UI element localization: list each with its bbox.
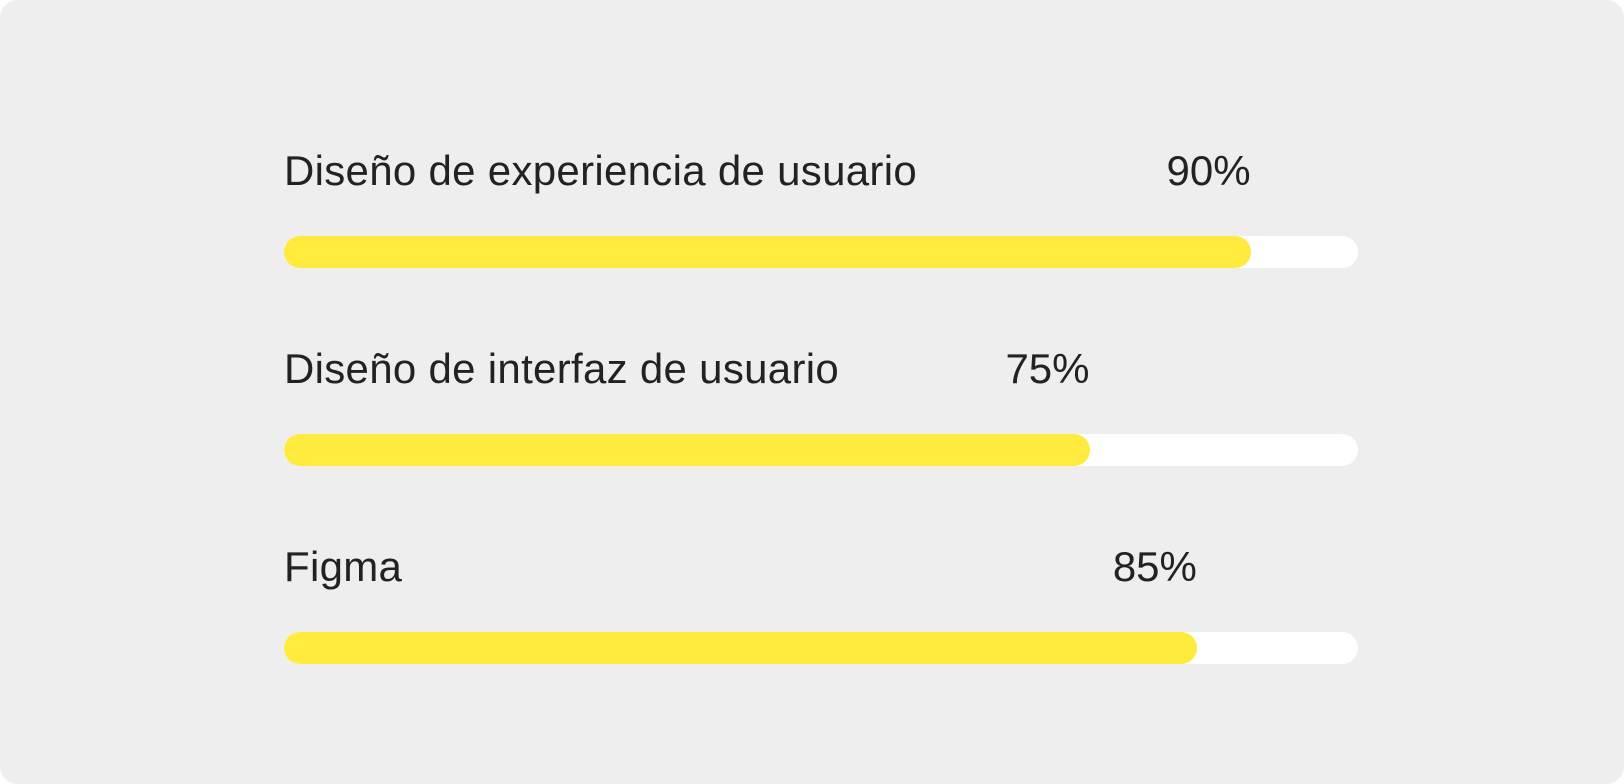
skills-list: Diseño de experiencia de usuario 90% Dis… <box>284 142 1358 736</box>
skill-item: Figma 85% <box>284 538 1358 736</box>
skill-header: Figma 85% <box>284 538 1358 628</box>
skill-header: Diseño de interfaz de usuario 75% <box>284 340 1358 430</box>
skill-label: Diseño de interfaz de usuario <box>284 345 840 392</box>
progress-fill <box>284 434 1090 466</box>
progress-fill <box>284 236 1251 268</box>
skill-label: Figma <box>284 543 403 590</box>
skill-percent: 75% <box>1005 345 1090 392</box>
skill-label: Diseño de experiencia de usuario <box>284 147 917 194</box>
progress-fill <box>284 632 1197 664</box>
skill-percent: 85% <box>1112 543 1197 590</box>
skill-item: Diseño de experiencia de usuario 90% <box>284 142 1358 340</box>
skill-header: Diseño de experiencia de usuario 90% <box>284 142 1358 232</box>
progress-track <box>284 434 1358 466</box>
progress-track <box>284 632 1358 664</box>
skill-item: Diseño de interfaz de usuario 75% <box>284 340 1358 538</box>
progress-track <box>284 236 1358 268</box>
skill-percent: 90% <box>1166 147 1251 194</box>
